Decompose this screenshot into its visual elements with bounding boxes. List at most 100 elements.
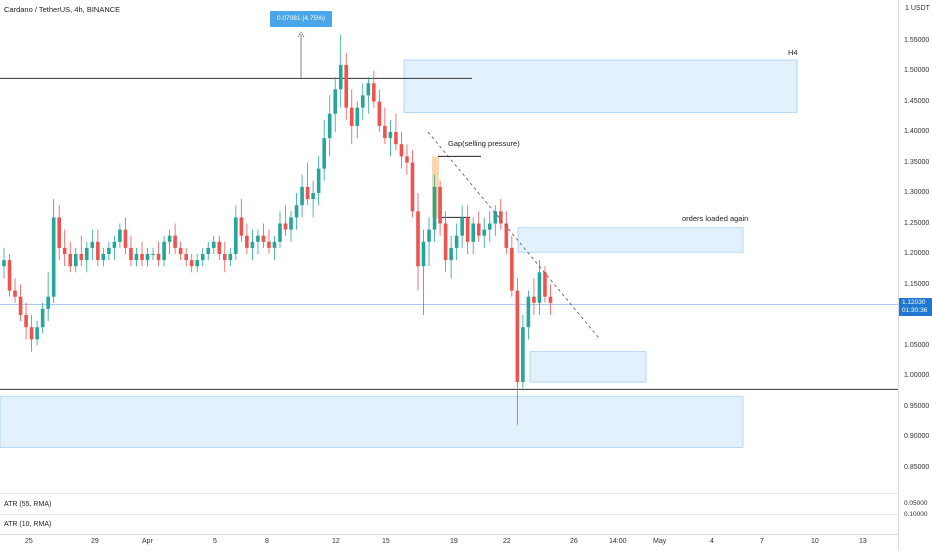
candle-body — [245, 235, 249, 248]
price-axis[interactable]: 1 USDT 1.55000 1.50000 1.45000 1.40000 1.350… — [898, 0, 932, 550]
candle-body — [211, 241, 216, 248]
candle-body — [223, 254, 227, 261]
candle-body — [311, 193, 315, 200]
candle-body — [118, 229, 122, 242]
candle-body — [13, 290, 17, 297]
time-tick: May — [653, 538, 667, 545]
candle-body — [35, 327, 39, 340]
candle-body — [7, 260, 12, 291]
price-tick: 1.30000 — [904, 189, 930, 196]
price-tick: 0.90000 — [904, 433, 930, 440]
candle-body — [515, 290, 520, 383]
candle-body — [283, 223, 288, 230]
measure-arrowhead — [297, 31, 305, 38]
candle-body — [510, 247, 514, 291]
main-price-chart[interactable] — [0, 0, 898, 492]
candle-body — [427, 229, 431, 242]
candle-body — [349, 107, 354, 126]
candle-body — [399, 144, 404, 157]
candle-body — [476, 223, 481, 236]
candle-body — [200, 254, 205, 261]
candle-body — [145, 254, 150, 261]
candle-body — [537, 272, 542, 303]
candle-body — [410, 162, 415, 212]
candle-body — [482, 229, 487, 236]
candle-body — [316, 168, 321, 193]
candle-body — [195, 260, 199, 267]
atr10-pane[interactable]: ATR (10, RMA) — [0, 514, 898, 535]
candle-body — [272, 241, 277, 248]
candle-body — [377, 101, 382, 126]
candle-body — [112, 241, 117, 248]
trendline — [427, 131, 601, 340]
candle-body — [156, 254, 161, 261]
candle-body — [40, 308, 45, 328]
time-tick: Apr — [142, 538, 153, 545]
price-tick: 1.00000 — [904, 372, 930, 379]
candle-body — [294, 205, 299, 218]
time-tick: 25 — [25, 538, 33, 545]
demand-supply-zone — [517, 227, 744, 253]
candle-body — [184, 254, 188, 261]
candle-body — [493, 211, 498, 224]
time-tick: 19 — [450, 538, 458, 545]
candle-body — [405, 156, 409, 163]
time-axis[interactable]: 25 29 Apr 5 8 12 15 19 22 26 14:00 May 4 7 10 13 — [0, 534, 898, 551]
candle-body — [261, 235, 266, 242]
candle-body — [90, 241, 95, 248]
candle-body — [173, 235, 177, 248]
candle-body — [383, 125, 387, 139]
chart-title: Cardano / TetherUS, 4h, BINANCE — [4, 5, 121, 14]
candle-body — [449, 247, 453, 261]
candle-body — [250, 241, 255, 248]
price-tick: 0.85000 — [904, 463, 930, 471]
candle-body — [151, 254, 155, 255]
candle-body — [162, 241, 166, 261]
price-tick: 1.40000 — [904, 128, 930, 135]
candle-body — [443, 223, 448, 261]
gap-label: Gap(selling pressure) — [448, 139, 520, 148]
h4-label: H4 — [788, 48, 798, 57]
candle-body — [504, 223, 509, 248]
candle-body — [228, 254, 233, 261]
candle-body — [256, 235, 260, 242]
price-tick: 1.05000 — [904, 341, 930, 349]
time-tick: 10 — [811, 538, 819, 545]
time-tick: 26 — [570, 538, 578, 545]
candle-body — [438, 186, 442, 224]
current-price-value: 1.12030 — [902, 299, 926, 306]
demand-supply-zone — [0, 396, 744, 448]
candle-body — [421, 241, 426, 267]
price-tick: 1.55000 — [904, 36, 930, 44]
candle-body — [532, 296, 536, 303]
candle-body — [465, 217, 470, 242]
time-tick: 5 — [213, 538, 217, 545]
candle-body — [432, 186, 437, 230]
candle-body — [454, 235, 459, 248]
candle-body — [79, 254, 84, 261]
candle-body — [178, 247, 183, 254]
atr10-label: ATR (10, RMA) — [4, 521, 52, 528]
atr55-pane[interactable]: ATR (55, RMA) — [0, 493, 898, 514]
candle-body — [372, 83, 376, 102]
atr55-label: ATR (55, RMA) — [4, 501, 52, 508]
candle-body — [548, 296, 553, 303]
bar-countdown: 01:30:36 — [902, 307, 928, 314]
candle-body — [107, 247, 111, 254]
candle-body — [234, 217, 238, 254]
candle-body — [134, 254, 139, 261]
time-tick: 4 — [710, 538, 714, 545]
chart-area[interactable]: Cardano / TetherUS, 4h, BINANCE 0.07081 … — [0, 0, 898, 492]
candle-body — [543, 272, 547, 297]
time-tick: 13 — [859, 538, 867, 545]
candle-body — [471, 223, 475, 242]
candle-body — [101, 254, 106, 261]
axis-unit-label: 1 USDT — [905, 5, 930, 12]
candle-body — [460, 217, 464, 236]
candle-body — [189, 260, 194, 267]
demand-supply-zone — [403, 59, 798, 113]
candle-body — [526, 296, 531, 328]
candle-body — [355, 107, 360, 126]
price-tick: 1.15000 — [904, 280, 930, 288]
candle-body — [217, 241, 222, 254]
